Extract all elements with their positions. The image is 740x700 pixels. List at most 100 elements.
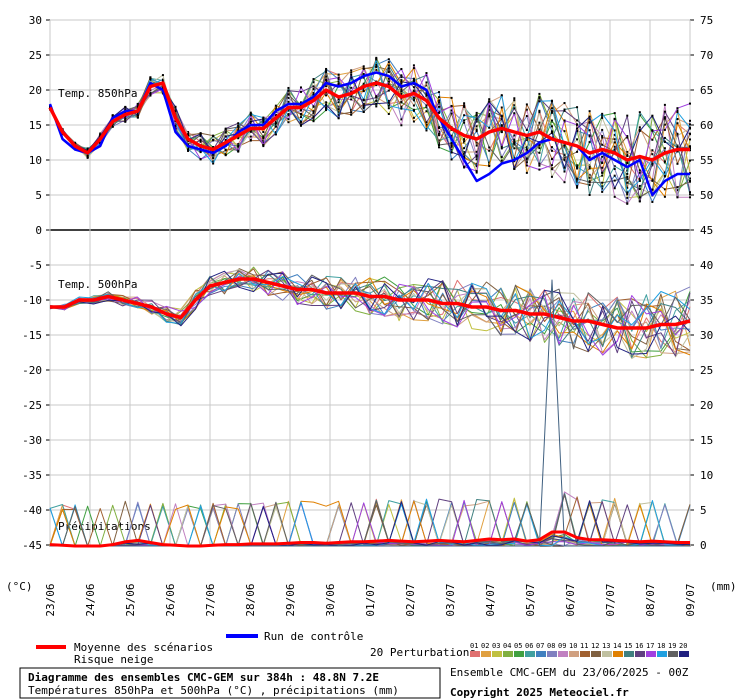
t850-marker (663, 171, 666, 174)
t850-marker (299, 124, 302, 127)
t850-marker (212, 160, 215, 163)
t850-marker (525, 149, 528, 152)
t850-marker (187, 130, 190, 133)
perturbation-number: 05 (514, 642, 522, 650)
t850-marker (525, 129, 528, 132)
t850-marker (463, 138, 466, 141)
t850-marker (312, 110, 315, 113)
t850-marker (613, 168, 616, 171)
perturbation-swatch (558, 651, 568, 657)
t850-marker (412, 116, 415, 119)
t850-marker (237, 137, 240, 140)
t850-marker (438, 144, 441, 147)
left-tick-label: 30 (29, 14, 42, 27)
t850-marker (663, 116, 666, 119)
t850-marker (237, 127, 240, 130)
copyright-label: Copyright 2025 Meteociel.fr (450, 686, 629, 699)
t850-marker (538, 164, 541, 167)
t850-marker (212, 153, 215, 156)
t850-marker (463, 105, 466, 108)
t850-marker (613, 179, 616, 182)
t850-marker (488, 113, 491, 116)
t850-marker (601, 174, 604, 177)
t850-marker (638, 111, 641, 114)
t850-marker (550, 119, 553, 122)
t850-marker (387, 112, 390, 115)
t850-marker (576, 185, 579, 188)
t850-marker (350, 108, 353, 111)
t850-marker (550, 149, 553, 152)
t850-marker (463, 121, 466, 124)
t850-marker (274, 106, 277, 109)
t850-marker (638, 184, 641, 187)
t850-marker (99, 132, 102, 135)
t850-marker (525, 157, 528, 160)
t850-marker (325, 75, 328, 78)
perturbation-number: 13 (602, 642, 610, 650)
t850-marker (663, 188, 666, 191)
perturbation-swatch (624, 651, 634, 657)
t850-marker (601, 185, 604, 188)
t850-marker (387, 89, 390, 92)
t850-marker (500, 147, 503, 150)
t850-marker (111, 123, 114, 126)
t850-marker (689, 132, 691, 135)
t850-marker (576, 167, 579, 170)
t850-marker (312, 78, 315, 81)
t850-marker (676, 186, 679, 189)
t850-marker (689, 193, 691, 196)
t850-marker (689, 138, 691, 141)
t850-marker (312, 112, 315, 115)
right-tick-label: 25 (700, 364, 713, 377)
t850-marker (425, 127, 428, 130)
t850-marker (174, 105, 177, 108)
t850-marker (676, 196, 679, 199)
x-tick-label: 03/07 (444, 583, 457, 616)
t850-marker (550, 107, 553, 110)
perturbation-swatch (613, 651, 623, 657)
t850-marker (262, 135, 265, 138)
t850-marker (488, 100, 491, 103)
t850-marker (262, 141, 265, 144)
t850-marker (651, 114, 654, 117)
perturbation-swatch (492, 651, 502, 657)
x-tick-label: 07/07 (604, 583, 617, 616)
t850-marker (199, 132, 202, 135)
t850-marker (187, 148, 190, 151)
t850-marker (337, 108, 340, 111)
t850-marker (375, 99, 378, 102)
t850-marker (676, 132, 679, 135)
t850-marker (563, 130, 566, 133)
t850-marker (588, 173, 591, 176)
t850-marker (174, 107, 177, 110)
t850-marker (312, 93, 315, 96)
t850-marker (500, 124, 503, 127)
t850-marker (576, 123, 579, 126)
t850-marker (274, 122, 277, 125)
t850-marker (488, 165, 491, 168)
right-tick-label: 35 (700, 294, 713, 307)
t850-marker (350, 76, 353, 79)
t850-marker (400, 82, 403, 85)
t500-label: Temp. 500hPa (58, 278, 137, 291)
t850-marker (400, 92, 403, 95)
t850-marker (187, 149, 190, 152)
t850-marker (237, 129, 240, 132)
t850-marker (538, 121, 541, 124)
t850-marker (588, 156, 591, 159)
perturbation-swatch (470, 651, 480, 657)
t850-marker (400, 74, 403, 77)
t850-marker (550, 164, 553, 167)
t850-marker (626, 196, 629, 199)
t850-marker (86, 156, 89, 159)
t850-marker (387, 67, 390, 70)
t850-marker (475, 120, 478, 123)
t850-marker (601, 161, 604, 164)
t850-marker (550, 125, 553, 128)
t850-marker (450, 112, 453, 115)
t850-perturbation-17 (49, 68, 691, 180)
t850-marker (613, 112, 616, 115)
t850-marker (412, 80, 415, 83)
t850-marker (274, 104, 277, 107)
t850-marker (475, 118, 478, 121)
